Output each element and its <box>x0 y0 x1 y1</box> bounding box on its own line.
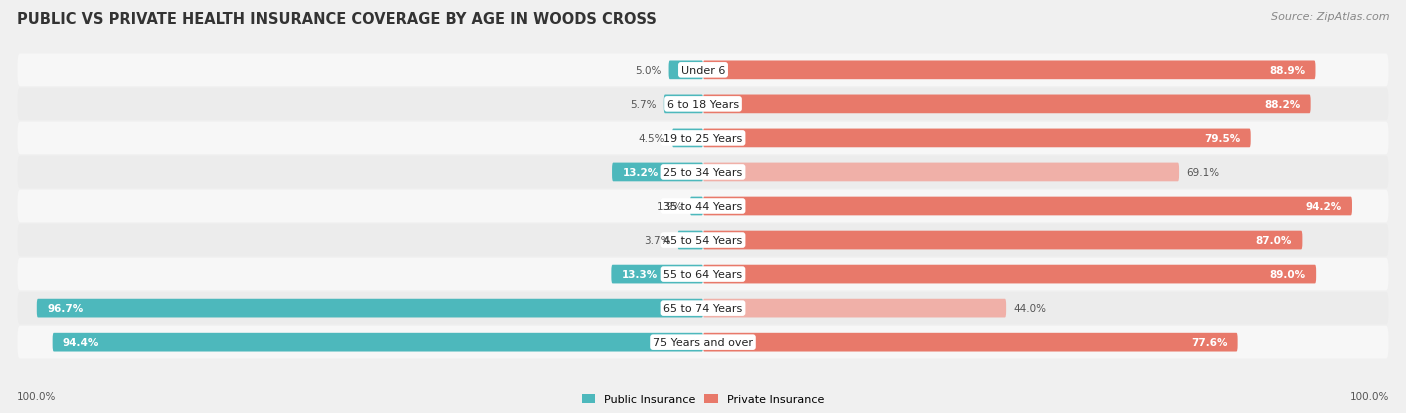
Text: 100.0%: 100.0% <box>17 391 56 401</box>
FancyBboxPatch shape <box>678 231 703 250</box>
FancyBboxPatch shape <box>703 62 1316 80</box>
FancyBboxPatch shape <box>17 55 1389 87</box>
FancyBboxPatch shape <box>703 163 1180 182</box>
Text: 4.5%: 4.5% <box>638 133 665 144</box>
Text: 3.7%: 3.7% <box>644 235 671 245</box>
Text: 5.7%: 5.7% <box>630 100 657 109</box>
Text: PUBLIC VS PRIVATE HEALTH INSURANCE COVERAGE BY AGE IN WOODS CROSS: PUBLIC VS PRIVATE HEALTH INSURANCE COVER… <box>17 12 657 27</box>
FancyBboxPatch shape <box>703 231 1302 250</box>
Legend: Public Insurance, Private Insurance: Public Insurance, Private Insurance <box>578 389 828 409</box>
FancyBboxPatch shape <box>703 333 1237 352</box>
FancyBboxPatch shape <box>17 326 1389 358</box>
Text: 65 to 74 Years: 65 to 74 Years <box>664 304 742 313</box>
Text: 77.6%: 77.6% <box>1191 337 1227 347</box>
FancyBboxPatch shape <box>703 95 1310 114</box>
Text: 100.0%: 100.0% <box>1350 391 1389 401</box>
FancyBboxPatch shape <box>703 129 1251 148</box>
Text: 13.2%: 13.2% <box>623 168 658 178</box>
Text: 45 to 54 Years: 45 to 54 Years <box>664 235 742 245</box>
FancyBboxPatch shape <box>37 299 703 318</box>
Text: 6 to 18 Years: 6 to 18 Years <box>666 100 740 109</box>
FancyBboxPatch shape <box>52 333 703 352</box>
Text: Under 6: Under 6 <box>681 66 725 76</box>
Text: 75 Years and over: 75 Years and over <box>652 337 754 347</box>
Text: 1.9%: 1.9% <box>657 202 683 211</box>
FancyBboxPatch shape <box>703 299 1007 318</box>
FancyBboxPatch shape <box>669 62 703 80</box>
FancyBboxPatch shape <box>17 224 1389 257</box>
Text: Source: ZipAtlas.com: Source: ZipAtlas.com <box>1271 12 1389 22</box>
Text: 79.5%: 79.5% <box>1204 133 1240 144</box>
Text: 69.1%: 69.1% <box>1185 168 1219 178</box>
FancyBboxPatch shape <box>17 292 1389 325</box>
Text: 88.2%: 88.2% <box>1264 100 1301 109</box>
FancyBboxPatch shape <box>703 265 1316 284</box>
FancyBboxPatch shape <box>17 258 1389 291</box>
Text: 96.7%: 96.7% <box>48 304 83 313</box>
Text: 94.2%: 94.2% <box>1305 202 1341 211</box>
Text: 87.0%: 87.0% <box>1256 235 1292 245</box>
FancyBboxPatch shape <box>690 197 703 216</box>
FancyBboxPatch shape <box>664 95 703 114</box>
Text: 89.0%: 89.0% <box>1270 269 1306 280</box>
FancyBboxPatch shape <box>612 265 703 284</box>
Text: 94.4%: 94.4% <box>63 337 100 347</box>
FancyBboxPatch shape <box>703 197 1353 216</box>
Text: 35 to 44 Years: 35 to 44 Years <box>664 202 742 211</box>
FancyBboxPatch shape <box>17 190 1389 223</box>
FancyBboxPatch shape <box>17 88 1389 121</box>
FancyBboxPatch shape <box>612 163 703 182</box>
FancyBboxPatch shape <box>672 129 703 148</box>
FancyBboxPatch shape <box>17 122 1389 155</box>
Text: 19 to 25 Years: 19 to 25 Years <box>664 133 742 144</box>
Text: 55 to 64 Years: 55 to 64 Years <box>664 269 742 280</box>
Text: 25 to 34 Years: 25 to 34 Years <box>664 168 742 178</box>
Text: 5.0%: 5.0% <box>636 66 662 76</box>
Text: 13.3%: 13.3% <box>621 269 658 280</box>
Text: 88.9%: 88.9% <box>1270 66 1305 76</box>
FancyBboxPatch shape <box>17 156 1389 189</box>
Text: 44.0%: 44.0% <box>1014 304 1046 313</box>
